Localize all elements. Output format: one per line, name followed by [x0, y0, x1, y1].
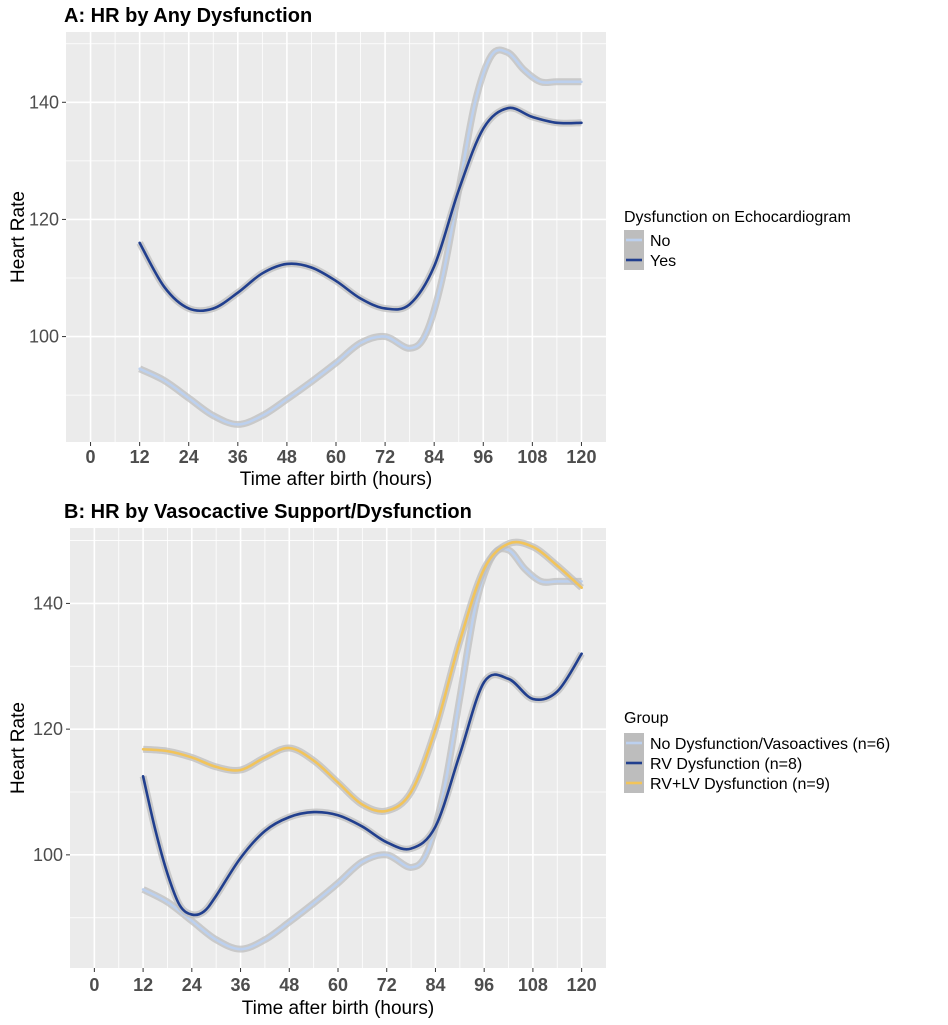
- x-tick-label: 48: [279, 975, 299, 995]
- legend-item: RV+LV Dysfunction (n=9): [624, 773, 830, 793]
- series-line-3: [141, 540, 583, 813]
- panel-a-title: A: HR by Any Dysfunction: [64, 5, 312, 27]
- panel-a-y-axis-title: Heart Rate: [8, 191, 29, 283]
- x-tick-label: 24: [182, 975, 202, 995]
- panel-a-legend: Dysfunction on Echocardiogram No Yes: [624, 209, 851, 270]
- y-tick-label: 140: [33, 593, 63, 613]
- series-line-2: [138, 106, 583, 313]
- x-tick-label: 120: [567, 975, 597, 995]
- panel-a-x-ticks: 0 12 24 36 48 60 72 84 96 108 120: [86, 442, 596, 467]
- y-tick-label: 120: [29, 209, 59, 229]
- series-line-2: [141, 652, 583, 917]
- series-line-1: [138, 48, 583, 426]
- x-tick-label: 72: [377, 975, 397, 995]
- x-tick-label: 60: [328, 975, 348, 995]
- legend-label: No Dysfunction/Vasoactives (n=6): [650, 736, 890, 753]
- panel-b-x-axis-title: Time after birth (hours): [242, 998, 435, 1019]
- x-tick-label: 36: [231, 975, 251, 995]
- legend-item: No Dysfunction/Vasoactives (n=6): [624, 733, 890, 753]
- x-tick-label: 120: [566, 447, 596, 467]
- panel-a-legend-title: Dysfunction on Echocardiogram: [624, 209, 851, 226]
- x-tick-label: 0: [89, 975, 99, 995]
- legend-item: No: [624, 230, 671, 250]
- legend-item: RV Dysfunction (n=8): [624, 753, 802, 773]
- x-tick-label: 48: [277, 447, 297, 467]
- legend-label: RV+LV Dysfunction (n=9): [650, 776, 830, 793]
- x-tick-label: 96: [473, 447, 493, 467]
- panel-a-x-axis-title: Time after birth (hours): [240, 469, 433, 490]
- panel-b-title: B: HR by Vasocactive Support/Dysfunction: [64, 501, 472, 523]
- panel-a-y-ticks: 100 120 140: [29, 92, 66, 347]
- x-tick-label: 84: [424, 447, 444, 467]
- x-tick-label: 36: [228, 447, 248, 467]
- panel-a: A: HR by Any Dysfunction 0 12 24 36 48 60 72 84…: [8, 5, 851, 490]
- legend-label: Yes: [650, 253, 676, 270]
- panel-b-legend-title: Group: [624, 710, 669, 727]
- y-tick-label: 100: [29, 327, 59, 347]
- legend-label: RV Dysfunction (n=8): [650, 756, 802, 773]
- panel-b-legend: Group No Dysfunction/Vasoactives (n=6) RV…: [624, 710, 890, 793]
- x-tick-label: 0: [86, 447, 96, 467]
- y-tick-label: 100: [33, 845, 63, 865]
- panel-b-series: [139, 538, 585, 953]
- panel-b-y-axis-title: Heart Rate: [8, 702, 29, 794]
- legend-item: Yes: [624, 250, 676, 270]
- x-tick-label: 108: [518, 975, 548, 995]
- y-tick-label: 120: [33, 719, 63, 739]
- panel-b-y-ticks: 100 120 140: [33, 593, 70, 865]
- x-tick-label: 72: [375, 447, 395, 467]
- x-tick-label: 84: [425, 975, 445, 995]
- legend-label: No: [650, 233, 671, 250]
- x-tick-label: 12: [133, 975, 153, 995]
- x-tick-label: 24: [179, 447, 199, 467]
- panel-b: B: HR by Vasocactive Support/Dysfunction…: [8, 501, 890, 1019]
- x-tick-label: 108: [517, 447, 547, 467]
- panel-b-x-ticks: 0 12 24 36 48 60 72 84 96 108 120: [89, 968, 597, 995]
- x-tick-label: 96: [474, 975, 494, 995]
- x-tick-label: 12: [130, 447, 150, 467]
- panel-a-series: [136, 46, 583, 428]
- y-tick-label: 140: [29, 92, 59, 112]
- panel-a-gridlines: [66, 32, 606, 442]
- series-line-1: [141, 547, 583, 951]
- x-tick-label: 60: [326, 447, 346, 467]
